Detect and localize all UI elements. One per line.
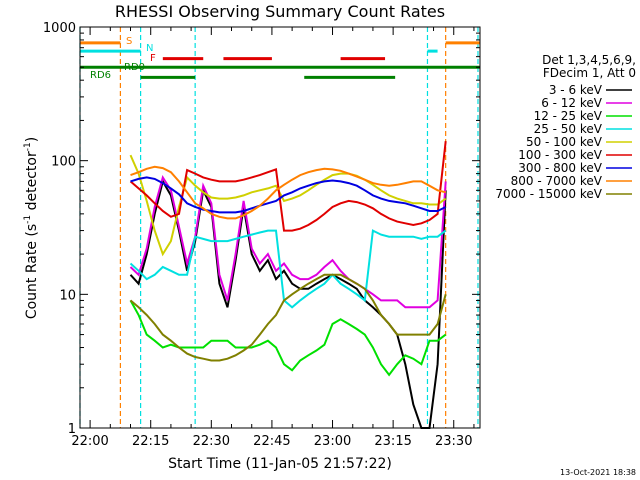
flag-label: S (126, 36, 132, 47)
legend-entry-label: 12 - 25 keV (534, 109, 603, 123)
legend-entry-label: 100 - 300 keV (518, 148, 602, 162)
flag-label: N (146, 43, 153, 54)
series-line-1 (129, 174, 447, 309)
legend-entry-label: 50 - 100 keV (526, 135, 603, 149)
x-tick-label: 23:15 (374, 434, 411, 449)
legend-entry-label: 7000 - 15000 keV (495, 187, 602, 201)
legend-entry-label: 800 - 7000 keV (511, 174, 603, 188)
series-line-3 (129, 229, 447, 309)
legend-entry-label: 25 - 50 keV (534, 122, 603, 136)
legend-header: FDecim 1, Att 0 (543, 66, 636, 80)
x-tick-label: 22:45 (253, 434, 290, 449)
legend: Det 1,3,4,5,6,9,FDecim 1, Att 0 3 - 6 keV… (495, 53, 636, 201)
x-tick-label: 22:15 (132, 434, 169, 449)
y-tick-label: 1000 (43, 21, 76, 36)
series-line-8 (129, 273, 447, 362)
legend-header: Det 1,3,4,5,6,9, (542, 53, 636, 67)
x-tick-label: 22:30 (193, 434, 230, 449)
x-tick-label: 23:00 (314, 434, 351, 449)
y-axis-label: Count Rate (s-1 detector-1) (23, 137, 40, 319)
x-tick-label: 23:30 (435, 434, 472, 449)
y-tick-label: 10 (59, 288, 76, 303)
legend-entry-label: 300 - 800 keV (518, 161, 602, 175)
plot-frame (79, 26, 481, 429)
series-line-6 (130, 176, 447, 214)
plot-marks (79, 27, 480, 429)
y-tick-label: 1 (68, 422, 76, 437)
series-line-5 (129, 140, 447, 232)
flag-label: RD0 (124, 62, 145, 73)
x-axis-label: Start Time (11-Jan-05 21:57:22) (168, 456, 392, 472)
y-tick-label: 100 (51, 155, 76, 170)
chart-title: RHESSI Observing Summary Count Rates (115, 2, 445, 21)
legend-entry-label: 3 - 6 keV (549, 83, 603, 97)
series-line-4 (129, 154, 447, 257)
series-line-2 (129, 299, 447, 377)
series-line-7 (130, 165, 446, 220)
flag-label: F (150, 53, 156, 64)
flag-label: RD6 (90, 70, 111, 81)
legend-entry-label: 6 - 12 keV (541, 96, 603, 110)
x-tick-label: 22:00 (71, 434, 108, 449)
footer-timestamp: 13-Oct-2021 18:38 (560, 468, 636, 477)
